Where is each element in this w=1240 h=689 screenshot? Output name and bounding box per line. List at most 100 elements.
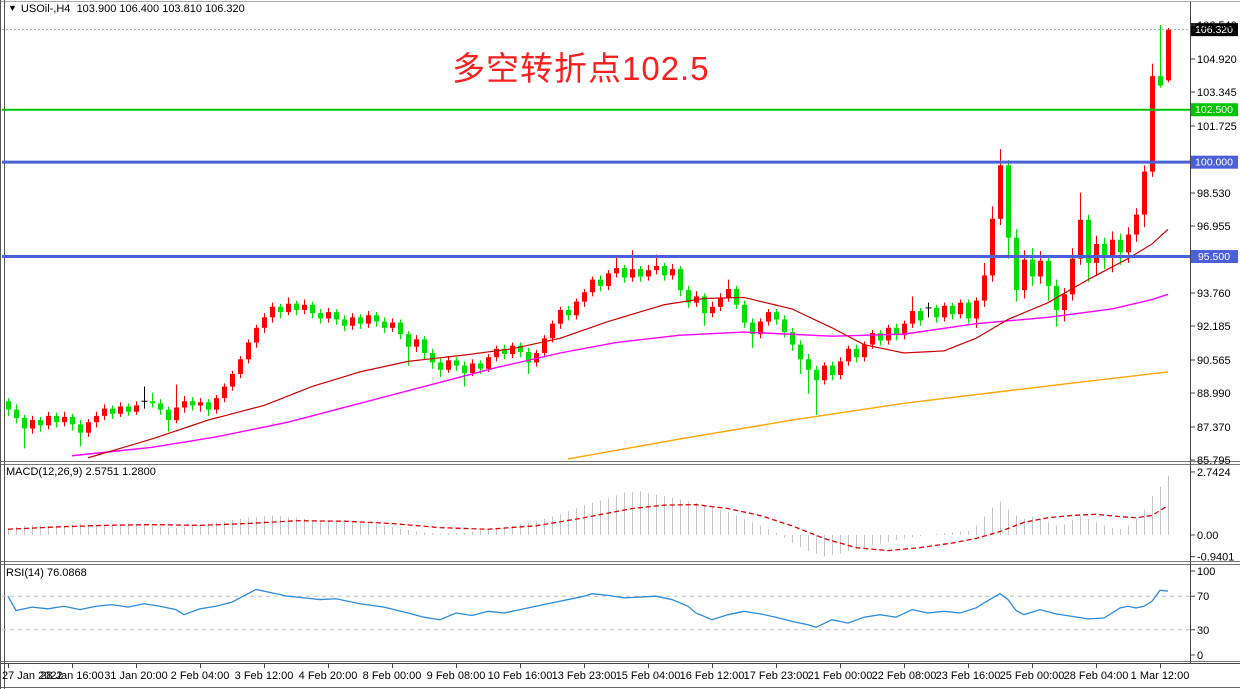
candle <box>214 394 219 414</box>
candle <box>854 344 859 363</box>
chart-title-bar: ▼ USOil-,H4 103.900 106.400 103.810 106.3… <box>8 3 245 15</box>
candle <box>6 398 11 416</box>
ma-slow-orange-line <box>567 371 1169 460</box>
candle <box>790 327 795 351</box>
price-tick-label: 104.920 <box>1197 54 1237 66</box>
candle <box>1142 165 1147 228</box>
candle <box>710 301 715 318</box>
candle <box>310 301 315 319</box>
macd-tick-label: 0.00 <box>1197 530 1218 542</box>
candle <box>678 265 683 297</box>
candle <box>598 275 603 292</box>
candle <box>925 302 932 318</box>
candle <box>342 315 347 331</box>
moving-averages-layer <box>71 228 1169 460</box>
candle <box>198 398 203 412</box>
candle <box>230 370 235 391</box>
candle <box>350 313 355 330</box>
time-tick-label: 27 Jan 2022 <box>2 670 63 682</box>
candle <box>62 411 67 427</box>
candle <box>150 392 155 408</box>
rsi-tick-label: 100 <box>1197 566 1215 578</box>
candle <box>806 354 811 394</box>
candle <box>1078 192 1083 265</box>
candle <box>1054 279 1059 327</box>
candle <box>286 297 291 316</box>
candle <box>206 399 211 416</box>
candle <box>550 320 555 343</box>
candle <box>1134 208 1139 242</box>
price-tick-label: 103.345 <box>1197 87 1237 99</box>
time-tick-label: 28 Feb 04:00 <box>1064 670 1129 682</box>
price-tick-label: 90.565 <box>1197 355 1231 367</box>
candle <box>94 411 99 428</box>
candle <box>238 356 243 379</box>
candle <box>30 415 35 434</box>
candle <box>518 342 523 358</box>
candle <box>1006 160 1011 259</box>
candle <box>902 320 907 340</box>
candle <box>222 383 227 403</box>
candle <box>718 293 723 312</box>
time-tick-label: 9 Feb 08:00 <box>427 670 486 682</box>
price-axis[interactable]: 106.540 104.920 103.345 101.725 98.530 96.955… <box>1190 20 1237 467</box>
candle <box>686 285 691 308</box>
candle <box>662 262 667 281</box>
candle <box>606 270 611 291</box>
candle <box>254 324 259 348</box>
svg-text:95.500: 95.500 <box>1198 251 1230 263</box>
candle <box>46 411 51 430</box>
price-badge: 100.000 <box>1191 155 1238 169</box>
candle <box>102 404 107 421</box>
rsi-tick-label: 30 <box>1197 625 1209 637</box>
time-tick-label: 23 Feb 16:00 <box>936 670 1001 682</box>
candle <box>166 406 171 432</box>
candle <box>406 330 411 366</box>
candle <box>566 305 571 321</box>
svg-text:102.500: 102.500 <box>1195 104 1233 116</box>
price-tick-label: 96.955 <box>1197 221 1231 233</box>
time-tick-label: 13 Feb 23:00 <box>552 670 617 682</box>
candle <box>438 358 443 378</box>
candle <box>590 276 595 297</box>
candle <box>134 401 139 415</box>
candle <box>998 149 1003 226</box>
candle <box>542 335 547 358</box>
candle <box>822 362 827 385</box>
symbol-period-label: USOil-,H4 <box>20 3 71 15</box>
price-tick-label: 93.760 <box>1197 288 1231 300</box>
candle <box>1118 233 1123 265</box>
macd-indicator-label: MACD(12,26,9) 2.5751 1.2800 <box>6 466 156 478</box>
candle <box>910 296 915 328</box>
candle <box>494 345 499 362</box>
ma-fast-red-line <box>87 228 1169 459</box>
candle <box>1166 27 1171 83</box>
candle <box>398 319 403 340</box>
candle <box>318 308 323 324</box>
candle <box>622 264 627 283</box>
time-tick-label: 10 Feb 16:00 <box>488 670 553 682</box>
candle <box>110 405 115 420</box>
candle <box>966 299 971 324</box>
candle <box>838 357 843 380</box>
candle <box>38 416 43 432</box>
symbol-dropdown-icon[interactable]: ▼ <box>8 3 17 13</box>
time-tick-label: 28 Jan 16:00 <box>40 670 104 682</box>
macd-signal-line <box>7 503 1169 552</box>
candle <box>446 356 451 373</box>
candle <box>830 361 835 381</box>
price-tick-label: 98.530 <box>1197 188 1231 200</box>
candle <box>1046 256 1051 301</box>
price-badge: 102.500 <box>1191 103 1238 117</box>
candle <box>574 298 579 320</box>
price-badge: 95.500 <box>1191 250 1238 264</box>
candle <box>246 339 251 364</box>
time-tick-label: 15 Feb 04:00 <box>616 670 681 682</box>
candle <box>558 306 563 329</box>
price-tick-label: 106.540 <box>1197 20 1237 32</box>
candle <box>294 300 299 316</box>
candle <box>278 303 283 319</box>
